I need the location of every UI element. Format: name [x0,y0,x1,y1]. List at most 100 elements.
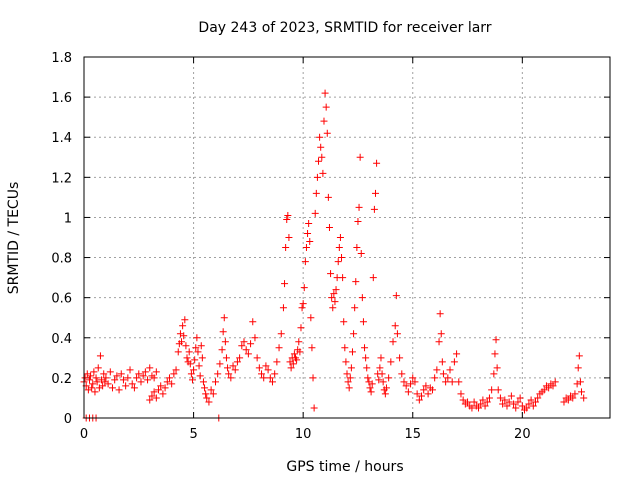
data-point [354,217,362,225]
data-point [348,348,356,356]
data-point [201,384,209,392]
data-point [178,338,186,346]
data-point [496,394,504,402]
data-point [157,382,165,390]
data-point [564,396,572,404]
data-point [195,362,203,370]
data-point [307,314,315,322]
data-point [424,390,432,398]
data-point [370,205,378,213]
data-point [540,386,548,394]
data-point [361,344,369,352]
data-point [94,364,102,372]
data-point [355,203,363,211]
data-point [339,274,347,282]
data-point [313,173,321,181]
data-point [115,386,123,394]
data-point [172,366,180,374]
data-point [183,354,191,362]
data-point [290,350,298,358]
data-point [494,386,502,394]
data-point [295,338,303,346]
data-point [378,370,386,378]
y-tick-label: 1.4 [51,131,72,146]
data-point [306,238,314,246]
data-point [549,382,557,390]
data-point [301,258,309,266]
data-point [387,358,395,366]
data-point [150,374,158,382]
data-point [165,374,173,382]
data-point [212,378,219,386]
x-tick-label: 0 [80,427,88,442]
data-point [342,358,350,366]
data-point [455,378,463,386]
data-point [491,350,499,358]
data-point [128,380,136,388]
data-point [180,332,188,340]
data-point [371,189,379,197]
data-point [321,89,329,97]
data-point [233,358,241,366]
chart-title: Day 243 of 2023, SRMTID for receiver lar… [198,20,491,36]
data-point [275,344,283,352]
data-point [219,328,227,336]
data-point [202,390,210,398]
data-point [485,394,493,402]
data-point [251,334,259,342]
y-tick-label: 0.2 [51,372,72,387]
data-point [310,404,318,412]
data-point [470,398,478,406]
data-point [182,342,190,350]
data-point [580,394,588,402]
data-point [92,374,100,382]
data-point [428,386,436,394]
data-point [81,374,89,382]
data-point [216,360,224,368]
data-point [198,354,206,362]
data-point [266,374,274,382]
data-point [315,157,323,165]
data-point [187,370,195,378]
data-point [220,314,228,322]
data-point [141,368,149,376]
data-point [287,364,295,372]
data-point [227,374,235,382]
data-point [293,356,301,364]
y-tick-label: 0.6 [51,292,72,307]
data-point [325,223,333,231]
data-point [308,344,316,352]
data-point [481,402,489,410]
x-axis-label: GPS time / hours [286,459,403,475]
data-point [174,348,182,356]
data-point [437,330,445,338]
y-tick-label: 1.8 [51,51,72,66]
data-point [439,370,447,378]
data-point [122,382,130,390]
data-point [229,362,237,370]
y-tick-label: 1 [64,211,72,226]
data-point [413,390,421,398]
data-point [518,402,526,410]
data-point [578,388,586,396]
data-point [523,404,531,412]
data-point [146,364,154,372]
data-point [357,250,365,258]
data-point [93,378,101,386]
data-point [163,378,171,386]
data-point [364,374,372,382]
data-point [324,193,332,201]
data-point [119,376,127,384]
data-point [422,382,430,390]
data-point [221,338,229,346]
data-point [420,386,428,394]
data-point [222,354,230,362]
data-point [529,402,537,410]
data-point [225,370,233,378]
data-point [385,374,393,382]
data-point [159,390,167,398]
data-point [516,394,524,402]
plot-frame [83,56,611,419]
data-point [91,388,99,396]
